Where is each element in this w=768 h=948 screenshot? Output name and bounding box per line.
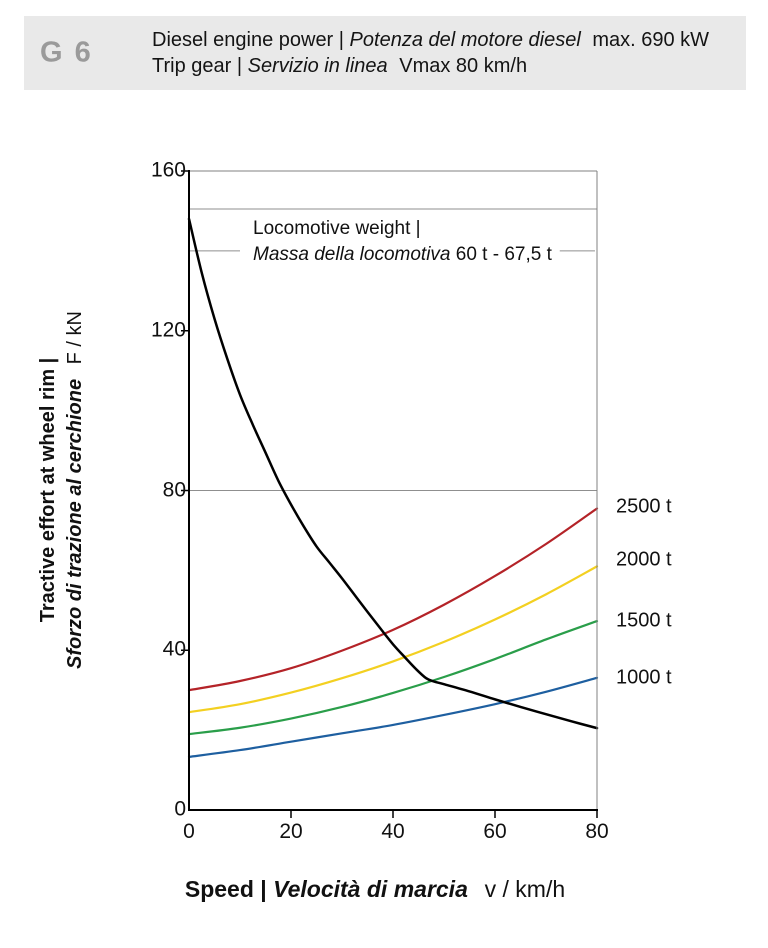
curve-tractive-effort-limit (187, 217, 599, 730)
x-axis-title-it: Velocità di marcia (273, 876, 468, 902)
section-code: G 6 (40, 36, 93, 69)
x-tick-label: 80 (585, 820, 609, 843)
header-line-1-it: Potenza del motore diesel (349, 29, 581, 51)
y-axis-title-line2: Sforzo di trazione al cerchione F / kN (62, 260, 89, 720)
header-line-1-en: Diesel engine power | (152, 29, 344, 51)
y-axis-unit: F / kN (64, 311, 86, 365)
locomotive-weight-annotation: Locomotive weight | Massa della locomoti… (253, 216, 552, 268)
x-tick-label: 60 (483, 820, 507, 843)
y-tick-label: 80 (162, 478, 186, 502)
y-axis-title: Tractive effort at wheel rim | Sforzo di… (35, 260, 89, 720)
header-line-1: Diesel engine power | Potenza del motore… (152, 27, 709, 53)
x-tick-label: 0 (183, 820, 195, 843)
axes-frame (181, 170, 598, 818)
curve-train-load-1000t (187, 676, 599, 758)
y-tick-label: 160 (150, 158, 186, 182)
annotation-line-1: Locomotive weight | (253, 218, 421, 239)
x-axis-title-en: Speed | (184, 876, 267, 902)
header-line-2-it: Servizio in linea (247, 55, 388, 77)
annotation-value: 60 t - 67,5 t (455, 244, 552, 265)
header-text: Diesel engine power | Potenza del motore… (152, 27, 709, 79)
x-tick-label: 20 (279, 820, 303, 843)
header-line-2-value: Vmax 80 km/h (399, 55, 528, 77)
curve-train-load-2500t (187, 507, 599, 692)
y-tick-label: 40 (162, 637, 186, 661)
x-tick-label: 40 (381, 820, 405, 843)
annotation-line-2-it: Massa della locomotiva (253, 244, 451, 265)
legend-label-1500t: 1500 t (616, 609, 672, 632)
curve-train-load-2000t (187, 565, 599, 714)
annotation-line-2: Massa della locomotiva 60 t - 67,5 t (253, 242, 552, 268)
y-axis-title-it: Sforzo di trazione al cerchione (64, 378, 86, 669)
header-line-1-value: max. 690 kW (592, 29, 710, 51)
curves (187, 217, 599, 758)
legend-label-2500t: 2500 t (616, 495, 672, 518)
header-line-2: Trip gear | Servizio in linea Vmax 80 km… (152, 53, 709, 79)
y-axis-title-en: Tractive effort at wheel rim | (37, 357, 59, 623)
legend-label-2000t: 2000 t (616, 548, 672, 571)
x-axis-unit: v / km/h (484, 876, 566, 902)
x-axis-title: Speed | Velocità di marcia v / km/h (110, 876, 640, 903)
y-tick-label: 120 (150, 318, 186, 342)
legend-label-1000t: 1000 t (616, 666, 672, 689)
y-tick-label: 0 (174, 797, 186, 821)
header-line-2-en: Trip gear | (152, 55, 243, 77)
curve-train-load-1500t (187, 619, 599, 736)
header-band: G 6 Diesel engine power | Potenza del mo… (24, 16, 746, 90)
